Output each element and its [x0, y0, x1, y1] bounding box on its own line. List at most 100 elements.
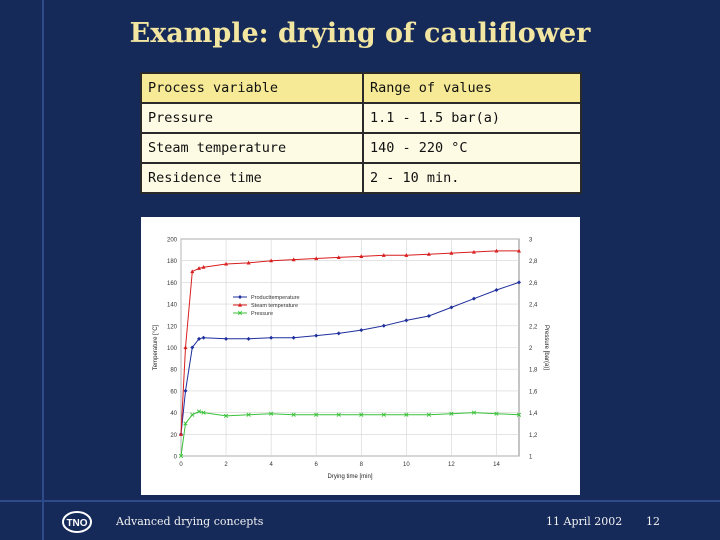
data-point	[314, 256, 319, 261]
y-tick-label: 80	[170, 368, 177, 374]
data-point	[314, 333, 319, 338]
data-point	[237, 310, 243, 316]
left-accent-line	[42, 0, 44, 540]
table-header-cell: Process variable	[140, 72, 364, 104]
data-point	[224, 261, 229, 266]
y2-tick-label: 1,2	[529, 433, 538, 439]
data-point	[426, 251, 431, 256]
legend-label: Producttemperature	[251, 295, 300, 301]
x-axis-label: Drying time [min]	[327, 474, 372, 480]
data-point	[359, 328, 364, 333]
footer-date: 11 April 2002	[546, 515, 623, 528]
data-point	[494, 411, 499, 416]
chart-container: 0 20 40 60 80 100 120 140 160 180 200 1 1,2 1,4 1,6 1,8…	[141, 217, 580, 495]
data-point	[190, 345, 195, 350]
y2-tick-label: 1	[529, 455, 533, 461]
data-point	[269, 411, 274, 416]
data-point	[246, 336, 251, 341]
data-point	[381, 412, 386, 417]
x-tick-label: 14	[493, 462, 500, 468]
table-cell: Pressure	[140, 102, 364, 134]
table-row: Residence time 2 - 10 min.	[140, 162, 582, 194]
footer-divider	[0, 500, 720, 502]
table-header-cell: Range of values	[362, 72, 582, 104]
data-point	[449, 250, 454, 255]
y2-axis-label: Pressure [bar(a)]	[543, 325, 549, 370]
data-point	[404, 253, 409, 257]
x-tick-label: 0	[179, 462, 183, 468]
data-point	[494, 248, 499, 253]
data-point	[183, 345, 188, 350]
y2-tick-label: 1,6	[529, 389, 538, 395]
data-point	[381, 323, 386, 328]
y-tick-label: 180	[167, 259, 178, 265]
x-tick-label: 6	[315, 462, 319, 468]
data-point	[201, 335, 206, 340]
x-tick-label: 2	[224, 462, 228, 468]
data-point	[517, 248, 521, 253]
data-point	[201, 265, 206, 269]
data-point	[516, 412, 522, 417]
y2-tick-label: 3	[529, 238, 533, 244]
y-tick-label: 20	[170, 433, 177, 439]
data-point	[179, 432, 183, 436]
legend-label: Steam temperature	[251, 303, 298, 309]
table-cell: Steam temperature	[140, 132, 364, 164]
y-tick-label: 0	[174, 455, 178, 461]
data-point	[269, 258, 274, 263]
data-point	[190, 412, 195, 417]
data-point	[404, 318, 409, 323]
y2-tick-label: 1,8	[529, 368, 538, 374]
data-point	[517, 280, 521, 285]
data-point	[471, 296, 476, 301]
data-point	[359, 254, 364, 258]
data-point	[449, 411, 454, 416]
y-tick-label: 140	[167, 303, 178, 309]
data-point	[183, 388, 188, 393]
data-point	[291, 257, 296, 262]
data-point	[183, 421, 188, 426]
y2-tick-label: 2,4	[529, 303, 538, 309]
y2-tick-label: 2	[529, 346, 533, 352]
y-tick-label: 100	[167, 346, 178, 352]
data-point	[426, 314, 431, 319]
data-point	[178, 453, 184, 459]
x-tick-label: 4	[269, 462, 273, 468]
x-tick-label: 12	[448, 462, 455, 468]
y2-tick-label: 2,2	[529, 324, 538, 330]
data-point	[404, 412, 409, 417]
data-point	[314, 412, 319, 417]
data-point	[196, 409, 202, 414]
y2-tick-label: 2,6	[529, 281, 538, 287]
data-point	[197, 266, 202, 270]
data-point	[190, 269, 195, 274]
y-tick-label: 120	[167, 324, 178, 330]
data-point	[223, 413, 229, 418]
y2-tick-label: 1,4	[529, 411, 538, 417]
data-point	[238, 295, 242, 299]
page-number: 12	[646, 515, 660, 528]
data-point	[336, 412, 341, 417]
data-point	[224, 336, 229, 341]
drying-chart: 02040608010012014016018020011,21,41,61,8…	[153, 238, 549, 481]
y-tick-label: 200	[167, 238, 178, 244]
data-point	[471, 410, 477, 415]
data-point	[336, 331, 341, 336]
table-cell: 1.1 - 1.5 bar(a)	[362, 102, 582, 134]
table-row: Steam temperature 140 - 220 °C	[140, 132, 582, 164]
data-point	[291, 335, 296, 340]
y2-tick-label: 2,8	[529, 259, 538, 265]
data-point	[336, 255, 341, 260]
data-point	[449, 305, 454, 310]
tno-logo: TNO	[62, 511, 92, 533]
legend-label: Pressure	[251, 311, 273, 317]
y-tick-label: 40	[170, 411, 177, 417]
svg-text:TNO: TNO	[66, 518, 87, 529]
data-point	[246, 412, 251, 417]
data-point	[359, 412, 364, 417]
table-cell: 2 - 10 min.	[362, 162, 582, 194]
data-point	[201, 410, 206, 415]
table-cell: 140 - 220 °C	[362, 132, 582, 164]
data-point	[238, 302, 242, 307]
table-cell: Residence time	[140, 162, 364, 194]
